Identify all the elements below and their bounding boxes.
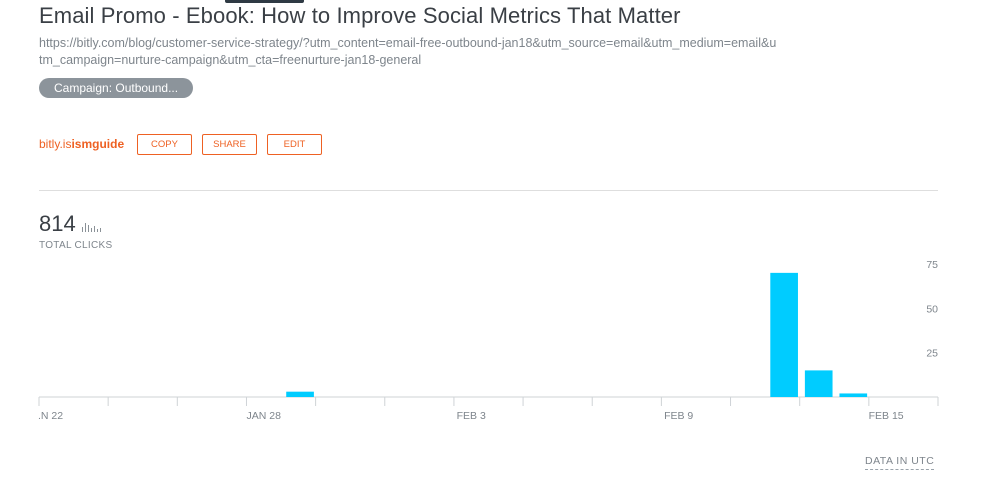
data-in-utc-link[interactable]: DATA IN UTC [865, 455, 935, 470]
short-link-path: ismguide [71, 137, 125, 151]
top-tab-indicator [225, 0, 304, 3]
link-title: Email Promo - Ebook: How to Improve Soci… [39, 3, 681, 28]
copy-button[interactable]: COPY [137, 134, 192, 155]
total-clicks-label: TOTAL CLICKS [39, 240, 113, 251]
campaign-tag[interactable]: Campaign: Outbound... [39, 78, 194, 98]
chart-bar [839, 393, 868, 397]
edit-button[interactable]: EDIT [267, 134, 322, 155]
share-button[interactable]: SHARE [202, 134, 257, 155]
section-divider [39, 190, 938, 191]
chart-bar [286, 391, 314, 397]
long-url[interactable]: https://bitly.com/blog/customer-service-… [39, 36, 777, 67]
x-tick-label: .N 22 [38, 410, 63, 422]
chart-bar [804, 370, 833, 397]
x-tick-label: FEB 9 [664, 410, 693, 422]
x-tick-label: FEB 15 [869, 410, 904, 422]
bar-chart-icon [82, 223, 101, 232]
clicks-bar-chart: 25 50 75 .N 22 JAN 28 FEB 3 FEB 9 FEB 15 [38, 259, 939, 422]
x-tick-label: JAN 28 [247, 410, 282, 422]
chart-bar [770, 272, 798, 397]
y-tick-label: 75 [926, 259, 938, 271]
short-link[interactable]: bitly.isismguide [39, 137, 124, 151]
y-tick-label: 25 [926, 348, 938, 360]
short-link-domain: bitly.is [39, 137, 72, 151]
x-tick-label: FEB 3 [457, 410, 486, 422]
y-tick-label: 50 [926, 303, 938, 315]
total-clicks-count: 814 [39, 211, 76, 236]
